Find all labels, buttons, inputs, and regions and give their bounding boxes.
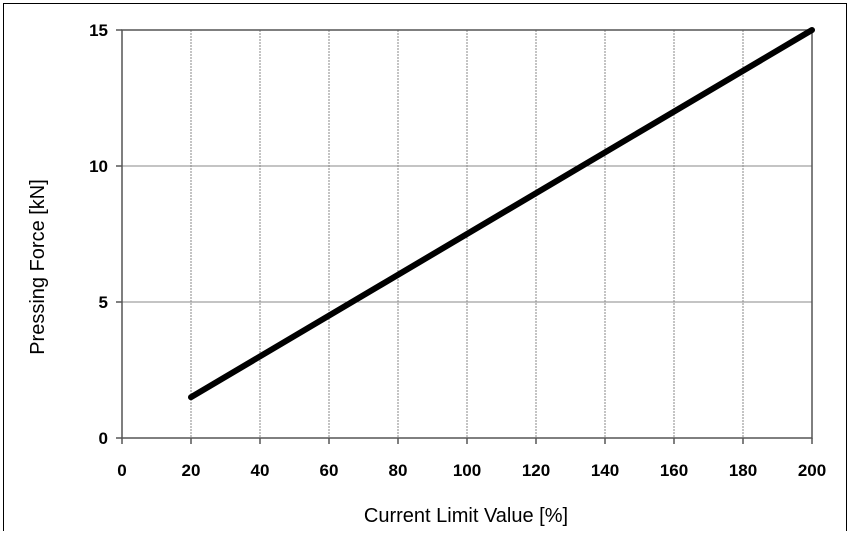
x-tick-label: 0 bbox=[117, 461, 126, 480]
y-tick-label: 10 bbox=[89, 157, 108, 176]
y-tick-label: 0 bbox=[99, 429, 108, 448]
series-group bbox=[191, 30, 812, 397]
x-tick-label: 160 bbox=[660, 461, 688, 480]
x-tick-label: 100 bbox=[453, 461, 481, 480]
y-axis-label: Pressing Force [kN] bbox=[27, 179, 49, 355]
x-tick-label: 200 bbox=[798, 461, 826, 480]
x-tick-label: 60 bbox=[320, 461, 339, 480]
x-tick-label: 80 bbox=[389, 461, 408, 480]
y-ticks: 0 5 10 15 bbox=[89, 21, 122, 448]
y-tick-label: 15 bbox=[89, 21, 108, 40]
x-tick-label: 140 bbox=[591, 461, 619, 480]
series-line bbox=[191, 30, 812, 397]
x-tick-label: 20 bbox=[182, 461, 201, 480]
x-tick-label: 180 bbox=[729, 461, 757, 480]
y-tick-label: 5 bbox=[99, 293, 108, 312]
x-ticks: 0 20 40 60 80 100 120 140 160 180 200 bbox=[117, 438, 826, 480]
x-tick-label: 40 bbox=[251, 461, 270, 480]
x-axis-label: Current Limit Value [%] bbox=[364, 505, 568, 527]
x-tick-label: 120 bbox=[522, 461, 550, 480]
